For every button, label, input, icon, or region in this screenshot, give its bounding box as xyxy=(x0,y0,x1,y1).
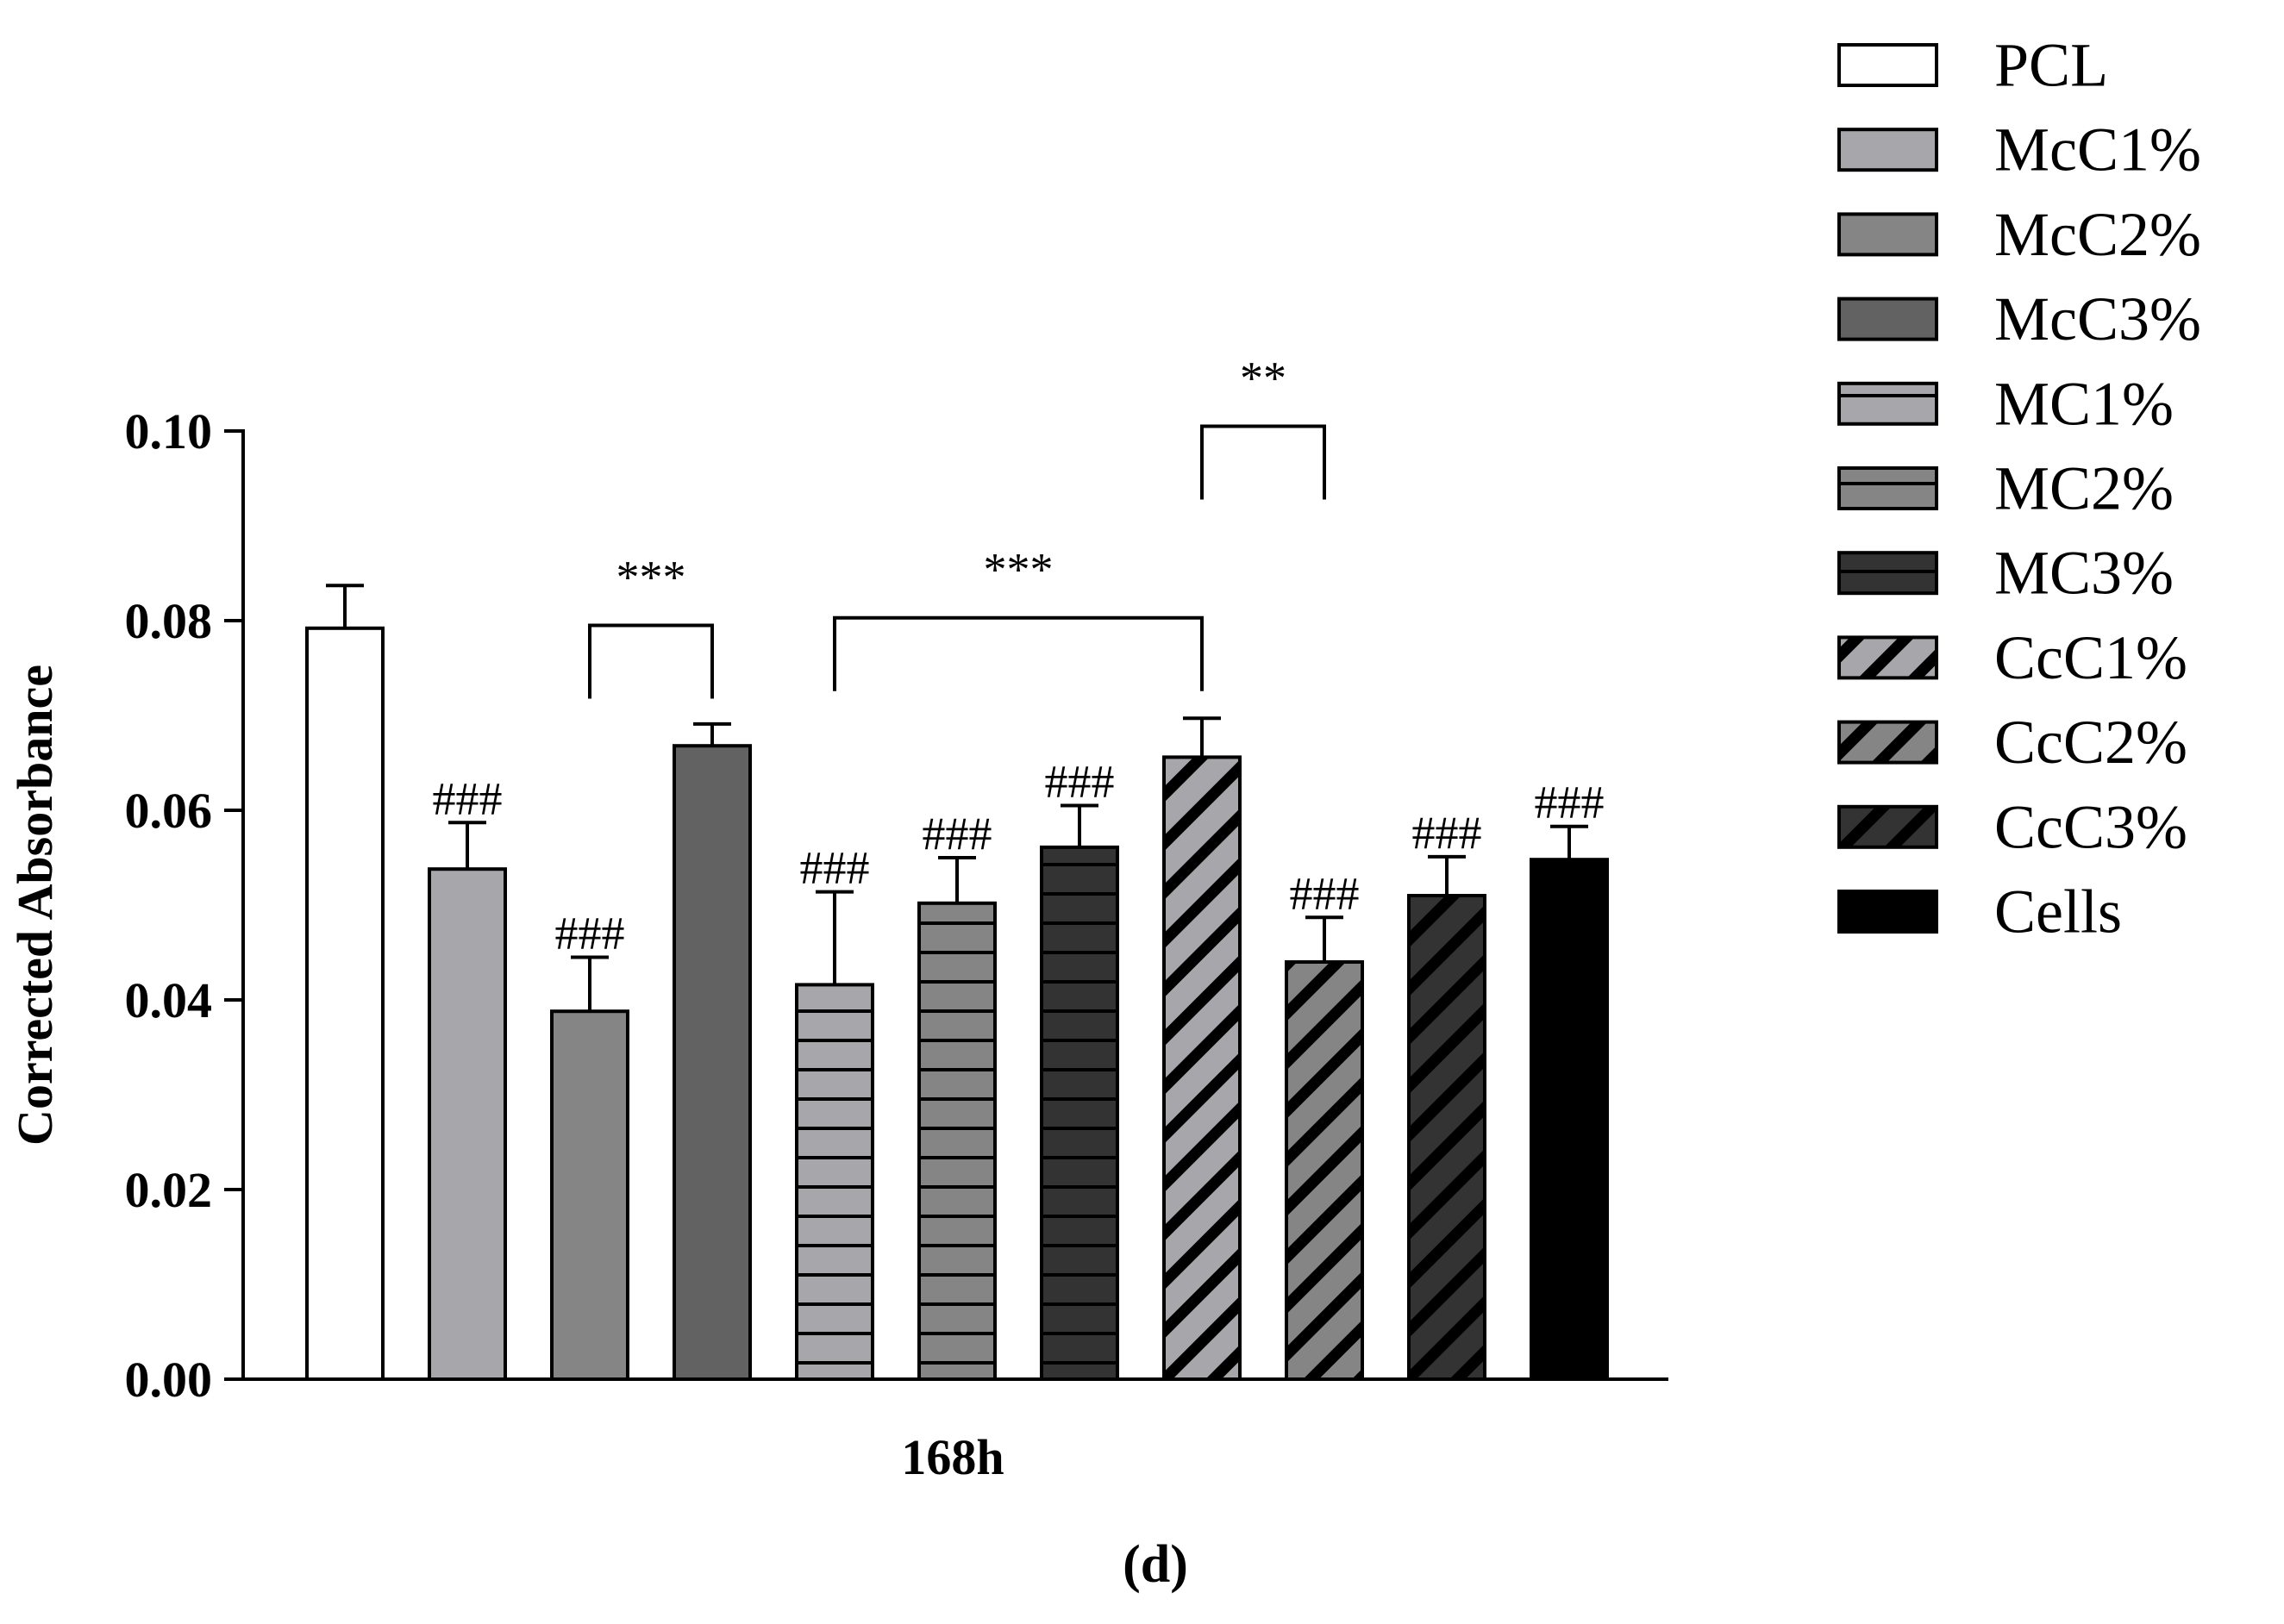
significance-hash: ### xyxy=(1290,867,1360,919)
legend-entry: McC2% xyxy=(1837,200,2201,269)
significance-hash: ### xyxy=(1412,807,1482,859)
significance-stars: *** xyxy=(616,552,686,603)
significance-hash: ### xyxy=(800,842,870,894)
x-axis-label: 168h xyxy=(901,1429,1004,1485)
legend-entry: CcC2% xyxy=(1837,708,2187,777)
legend-swatch xyxy=(1837,381,1938,426)
significance-bracket xyxy=(588,623,714,699)
y-tick-label: 0.04 xyxy=(125,972,213,1028)
legend-swatch xyxy=(1837,890,1938,934)
bar xyxy=(917,901,997,1382)
legend-entry: McC3% xyxy=(1837,284,2201,353)
legend-entry: MC2% xyxy=(1837,454,2174,523)
significance-bracket xyxy=(833,615,1204,691)
legend-swatch xyxy=(1837,43,1938,87)
legend-label: McC3% xyxy=(1994,284,2201,353)
bar xyxy=(1530,858,1609,1381)
y-tick-label: 0.02 xyxy=(125,1162,213,1218)
significance-stars: ** xyxy=(1240,353,1286,404)
significance-hash: ### xyxy=(1045,756,1115,808)
legend-entry: CcC1% xyxy=(1837,623,2187,692)
y-axis-label: Corrected Absorbance xyxy=(7,665,63,1146)
y-tick-label: 0.10 xyxy=(125,403,213,459)
legend-entry: MC1% xyxy=(1837,369,2174,438)
bar xyxy=(428,867,507,1381)
y-tick-label: 0.00 xyxy=(125,1352,213,1408)
bar xyxy=(1162,755,1242,1381)
significance-stars: *** xyxy=(984,544,1054,596)
legend-entry: PCL xyxy=(1837,31,2108,100)
significance-hash: ### xyxy=(555,908,625,959)
legend-label: CcC3% xyxy=(1994,792,2187,861)
legend-swatch xyxy=(1837,466,1938,510)
legend: PCL McC1% McC2% McC3% MC1% MC2% MC3% CcC1% CcC2%… xyxy=(1837,31,2201,946)
legend-swatch xyxy=(1837,128,1938,172)
significance-hash: ### xyxy=(433,772,503,824)
y-tick-label: 0.06 xyxy=(125,783,213,839)
legend-swatch xyxy=(1837,635,1938,680)
legend-label: CcC1% xyxy=(1994,623,2187,692)
bar xyxy=(1040,845,1119,1381)
legend-label: PCL xyxy=(1994,31,2108,100)
significance-bracket xyxy=(1200,424,1326,500)
panel-label: (d) xyxy=(1123,1535,1188,1594)
bar xyxy=(550,1009,629,1381)
legend-label: MC3% xyxy=(1994,539,2174,608)
legend-entry: Cells xyxy=(1837,878,2122,946)
bar xyxy=(305,626,385,1381)
bar xyxy=(673,744,752,1381)
legend-label: MC2% xyxy=(1994,454,2174,523)
legend-entry: McC1% xyxy=(1837,116,2201,184)
y-tick-label: 0.08 xyxy=(125,593,213,649)
bar xyxy=(1407,894,1486,1381)
legend-entry: MC3% xyxy=(1837,539,2174,608)
legend-swatch xyxy=(1837,551,1938,596)
legend-swatch xyxy=(1837,720,1938,765)
legend-label: Cells xyxy=(1994,878,2122,946)
legend-swatch xyxy=(1837,804,1938,849)
axes: 0.00 0.02 0.04 0.06 0.08 0.10 xyxy=(125,403,1668,1408)
legend-label: MC1% xyxy=(1994,369,2174,438)
legend-swatch xyxy=(1837,212,1938,257)
legend-label: McC1% xyxy=(1994,116,2201,184)
bar xyxy=(1285,960,1364,1381)
bar xyxy=(795,983,874,1382)
annotations: ########################*** ***** xyxy=(433,353,1605,959)
legend-label: McC2% xyxy=(1994,200,2201,269)
significance-hash: ### xyxy=(1535,777,1605,828)
legend-label: CcC2% xyxy=(1994,708,2187,777)
legend-entry: CcC3% xyxy=(1837,792,2187,861)
significance-hash: ### xyxy=(923,808,992,859)
legend-swatch xyxy=(1837,297,1938,341)
bars xyxy=(305,584,1609,1382)
